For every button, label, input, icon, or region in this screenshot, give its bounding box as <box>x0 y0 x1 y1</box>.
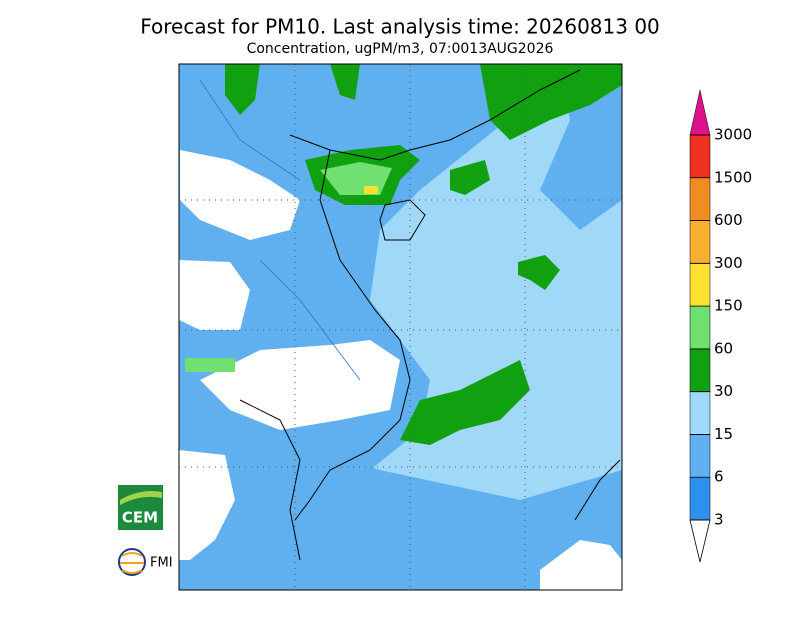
green-area <box>225 64 260 115</box>
colorbar-label: 6 <box>714 468 724 486</box>
colorbar-band <box>689 348 711 392</box>
fmi-logo-lines <box>120 552 144 574</box>
colorbar-label: 3 <box>714 511 724 529</box>
colorbar-label: 300 <box>714 254 743 272</box>
yellow-area <box>364 186 378 194</box>
colorbar-band <box>689 134 711 179</box>
colorbar-band <box>689 177 711 221</box>
cloud-free <box>179 260 250 330</box>
colorbar-band <box>689 434 711 478</box>
cem-logo-text: CEM <box>122 509 158 527</box>
subtitle: Concentration, ugPM/m3, 07:0013AUG2026 <box>247 41 554 57</box>
light-green-area <box>185 358 235 372</box>
colorbar-label: 60 <box>714 339 733 357</box>
cloud-free <box>200 340 400 430</box>
fmi-logo-text: FMI <box>150 556 173 571</box>
sea-region <box>540 64 622 230</box>
cem-logo: CEM <box>118 485 163 530</box>
green-area <box>450 160 490 195</box>
title: Forecast for PM10. Last analysis time: 2… <box>140 15 660 39</box>
river <box>199 79 361 381</box>
coastline <box>294 149 411 521</box>
green-area <box>518 255 560 290</box>
border <box>239 399 301 561</box>
green-area <box>480 64 622 140</box>
coastline <box>574 459 621 521</box>
cloud-free <box>180 150 300 240</box>
cloud-free <box>540 540 622 590</box>
colorbar-band <box>689 391 711 435</box>
colorbar-band <box>689 263 711 307</box>
green-area <box>400 360 530 445</box>
colorbar-label: 150 <box>714 297 743 315</box>
map-frame <box>178 63 623 591</box>
colorbar-band <box>689 220 711 264</box>
fmi-logo: FMI <box>118 548 173 576</box>
colorbar-label: 3000 <box>714 126 752 144</box>
colorbar-label: 30 <box>714 382 733 400</box>
island <box>379 199 426 241</box>
colorbar-band <box>689 476 711 521</box>
cem-logo-swoosh <box>120 491 162 505</box>
coastline <box>289 69 581 161</box>
colorbar-label: 1500 <box>714 168 752 186</box>
colorbar-label: 600 <box>714 211 743 229</box>
sea-region <box>179 420 622 590</box>
cloud-free <box>179 450 235 560</box>
colorbar-band <box>689 305 711 350</box>
colorbar: 3 6 15 30 60 150 300 600 1500 3000 <box>689 89 752 563</box>
green-area <box>330 64 360 100</box>
colorbar-label: 15 <box>714 425 733 443</box>
map <box>178 63 623 591</box>
